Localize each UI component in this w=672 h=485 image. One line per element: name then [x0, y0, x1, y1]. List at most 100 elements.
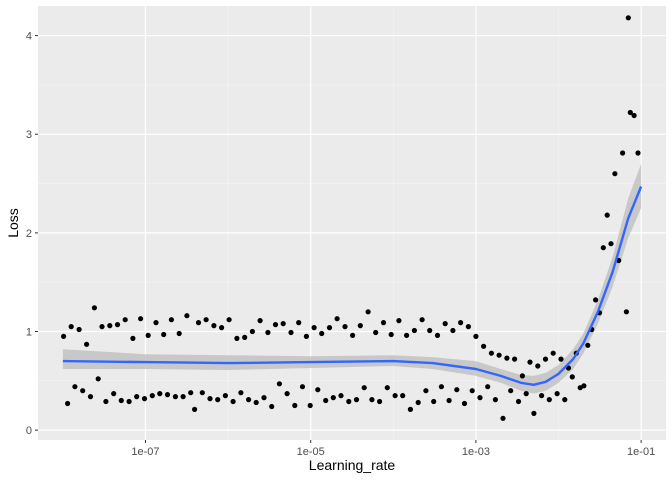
data-point	[319, 330, 325, 337]
smooth-line	[62, 186, 643, 386]
data-point	[188, 390, 194, 396]
data-point	[523, 391, 529, 397]
data-point	[396, 318, 402, 324]
data-point	[246, 397, 252, 403]
data-point	[103, 398, 109, 405]
data-point	[95, 376, 101, 382]
x-tick-label: 1e-05	[297, 446, 325, 458]
data-point	[581, 383, 587, 389]
data-point	[635, 150, 641, 156]
data-point	[161, 331, 167, 338]
data-point	[353, 397, 360, 403]
data-point	[407, 406, 413, 412]
x-tick-label: 1e-03	[462, 446, 490, 458]
data-point	[527, 359, 533, 365]
data-point	[203, 317, 209, 323]
data-point	[195, 320, 202, 326]
data-point	[311, 325, 317, 331]
data-point	[199, 390, 205, 396]
data-points	[61, 15, 641, 421]
data-point	[315, 387, 321, 393]
data-point	[91, 305, 97, 311]
data-point	[504, 355, 510, 361]
data-point	[330, 395, 336, 401]
data-point	[469, 388, 475, 394]
grid-lines	[38, 6, 666, 440]
data-point	[612, 171, 618, 177]
data-point	[623, 309, 630, 315]
data-point	[242, 334, 248, 340]
y-tick-label: 3	[26, 129, 32, 141]
data-point	[500, 415, 506, 421]
data-point	[342, 324, 348, 330]
data-point	[257, 318, 263, 324]
x-tick-label: 1e-07	[131, 446, 159, 458]
data-point	[458, 320, 464, 326]
data-point	[492, 397, 498, 403]
data-point	[176, 330, 182, 337]
y-tick-label: 0	[26, 425, 32, 437]
data-point	[438, 384, 444, 390]
data-point	[488, 350, 494, 356]
data-point	[357, 323, 363, 329]
data-point	[427, 327, 433, 334]
y-tick-label: 4	[26, 31, 32, 43]
data-point	[625, 15, 631, 21]
data-point	[269, 403, 275, 410]
data-point	[141, 396, 148, 402]
data-point	[292, 402, 298, 409]
data-point	[265, 329, 271, 336]
data-point	[511, 356, 518, 362]
x-axis-title: Learning_rate	[309, 457, 396, 473]
data-point	[400, 393, 406, 399]
data-point	[68, 324, 74, 330]
data-point	[180, 394, 186, 400]
data-point	[620, 150, 626, 156]
data-point	[126, 398, 132, 405]
data-point	[184, 313, 190, 319]
data-point	[434, 332, 441, 338]
smooth-curve	[62, 186, 643, 386]
data-point	[535, 363, 541, 369]
data-point	[508, 388, 514, 394]
data-point	[392, 393, 398, 399]
data-point	[384, 385, 390, 391]
data-point	[373, 329, 379, 336]
data-point	[539, 393, 545, 399]
data-point	[99, 324, 105, 330]
data-point	[450, 327, 456, 334]
data-point	[365, 309, 371, 315]
data-point	[230, 398, 236, 405]
data-point	[585, 342, 591, 348]
data-point	[215, 397, 221, 403]
data-point	[192, 406, 198, 412]
data-point	[307, 402, 313, 409]
data-point	[272, 322, 279, 328]
data-point	[76, 326, 82, 333]
data-point	[415, 399, 421, 406]
data-point	[249, 328, 255, 335]
data-point	[157, 391, 163, 397]
data-point	[219, 325, 225, 331]
data-point	[276, 381, 282, 387]
y-axis-title: Loss	[5, 208, 21, 238]
data-point	[334, 316, 340, 322]
data-point	[207, 396, 213, 402]
data-point	[107, 323, 113, 329]
data-point	[477, 395, 483, 401]
data-point	[473, 333, 479, 339]
data-point	[608, 241, 614, 247]
data-point	[226, 317, 232, 323]
data-point	[87, 394, 94, 400]
data-point	[172, 394, 178, 400]
data-point	[114, 322, 121, 328]
data-point	[569, 374, 575, 380]
data-point	[515, 398, 522, 405]
data-point	[222, 393, 228, 399]
data-point	[419, 317, 425, 323]
data-point	[65, 400, 71, 407]
data-point	[211, 323, 217, 329]
y-tick-label: 2	[26, 228, 32, 240]
data-point	[296, 320, 302, 326]
